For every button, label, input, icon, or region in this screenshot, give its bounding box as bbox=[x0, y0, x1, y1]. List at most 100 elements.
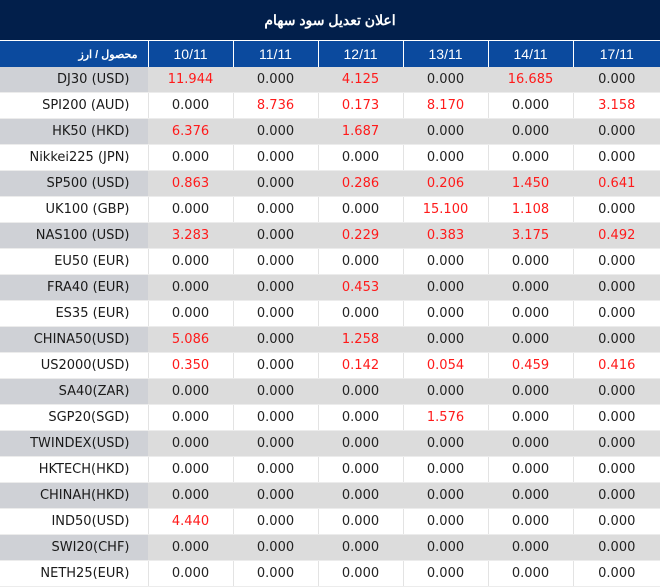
value-cell: 0.000 bbox=[487, 300, 573, 327]
table-row: EU50 (EUR) 0.000 0.000 0.000 0.000 0.000 0.000 bbox=[0, 248, 660, 275]
product-cell: ES35 (EUR) bbox=[0, 300, 148, 327]
value-cell: 1.258 bbox=[317, 326, 403, 353]
value-cell: 0.000 bbox=[232, 352, 318, 379]
value-cell: 0.000 bbox=[317, 144, 403, 171]
value-cell: 0.000 bbox=[572, 326, 660, 353]
value-cell: 0.000 bbox=[317, 378, 403, 405]
value-cell: 0.000 bbox=[487, 274, 573, 301]
value-cell: 0.000 bbox=[147, 378, 233, 405]
value-cell: 0.000 bbox=[317, 248, 403, 275]
dividend-table: محصول / ارز 10/11 11/11 12/11 13/11 14/1… bbox=[0, 40, 660, 587]
value-cell: 0.000 bbox=[402, 274, 488, 301]
value-cell: 0.000 bbox=[232, 67, 318, 93]
value-cell: 0.000 bbox=[402, 378, 488, 405]
product-cell: SP500 (USD) bbox=[0, 170, 148, 197]
header-date: 14/11 bbox=[487, 40, 573, 67]
value-cell: 0.459 bbox=[487, 352, 573, 379]
value-cell: 0.000 bbox=[487, 404, 573, 431]
value-cell: 3.175 bbox=[487, 222, 573, 249]
value-cell: 0.000 bbox=[232, 534, 318, 561]
value-cell: 0.000 bbox=[317, 508, 403, 535]
value-cell: 0.000 bbox=[232, 274, 318, 301]
value-cell: 0.641 bbox=[572, 170, 660, 197]
header-date: 12/11 bbox=[317, 40, 403, 67]
value-cell: 1.687 bbox=[317, 118, 403, 145]
value-cell: 0.000 bbox=[232, 430, 318, 457]
value-cell: 8.736 bbox=[232, 92, 318, 119]
table-row: ES35 (EUR) 0.000 0.000 0.000 0.000 0.000 0.000 bbox=[0, 300, 660, 327]
value-cell: 0.000 bbox=[572, 560, 660, 587]
value-cell: 0.000 bbox=[487, 430, 573, 457]
product-cell: TWINDEX(USD) bbox=[0, 430, 148, 457]
value-cell: 0.000 bbox=[147, 248, 233, 275]
value-cell: 0.000 bbox=[232, 404, 318, 431]
table-row: FRA40 (EUR) 0.000 0.000 0.453 0.000 0.000 0.00… bbox=[0, 274, 660, 301]
table-row: SPI200 (AUD) 0.000 8.736 0.173 8.170 0.000 3.1… bbox=[0, 92, 660, 119]
value-cell: 0.000 bbox=[487, 248, 573, 275]
value-cell: 0.000 bbox=[402, 67, 488, 93]
table-row: SGP20(SGD) 0.000 0.000 0.000 1.576 0.000 0.000 bbox=[0, 404, 660, 431]
value-cell: 0.000 bbox=[402, 482, 488, 509]
value-cell: 0.000 bbox=[232, 222, 318, 249]
value-cell: 0.000 bbox=[402, 534, 488, 561]
value-cell: 0.000 bbox=[147, 274, 233, 301]
value-cell: 0.000 bbox=[402, 560, 488, 587]
value-cell: 0.492 bbox=[572, 222, 660, 249]
table-row: HKTECH(HKD) 0.000 0.000 0.000 0.000 0.000 0.00… bbox=[0, 456, 660, 483]
value-cell: 0.000 bbox=[232, 196, 318, 223]
table-body: DJ30 (USD) 11.944 0.000 4.125 0.000 16.685 0.0… bbox=[0, 67, 660, 587]
value-cell: 0.000 bbox=[572, 144, 660, 171]
value-cell: 0.000 bbox=[232, 508, 318, 535]
value-cell: 0.000 bbox=[487, 534, 573, 561]
value-cell: 0.000 bbox=[317, 560, 403, 587]
value-cell: 0.000 bbox=[402, 508, 488, 535]
table-row: DJ30 (USD) 11.944 0.000 4.125 0.000 16.685 0.0… bbox=[0, 67, 660, 93]
value-cell: 15.100 bbox=[402, 196, 488, 223]
product-cell: NETH25(EUR) bbox=[0, 560, 148, 587]
value-cell: 0.000 bbox=[487, 118, 573, 145]
value-cell: 5.086 bbox=[147, 326, 233, 353]
value-cell: 0.000 bbox=[317, 430, 403, 457]
header-row: محصول / ارز 10/11 11/11 12/11 13/11 14/1… bbox=[0, 40, 660, 67]
product-cell: IND50(USD) bbox=[0, 508, 148, 535]
value-cell: 0.142 bbox=[317, 352, 403, 379]
value-cell: 0.000 bbox=[487, 482, 573, 509]
value-cell: 0.000 bbox=[147, 482, 233, 509]
value-cell: 0.000 bbox=[147, 144, 233, 171]
value-cell: 16.685 bbox=[487, 67, 573, 93]
value-cell: 0.000 bbox=[232, 560, 318, 587]
value-cell: 0.863 bbox=[147, 170, 233, 197]
value-cell: 0.000 bbox=[232, 118, 318, 145]
header-product: محصول / ارز bbox=[0, 40, 148, 67]
value-cell: 0.000 bbox=[147, 430, 233, 457]
value-cell: 0.000 bbox=[572, 67, 660, 93]
value-cell: 0.000 bbox=[572, 248, 660, 275]
product-cell: EU50 (EUR) bbox=[0, 248, 148, 275]
value-cell: 3.158 bbox=[572, 92, 660, 119]
header-date: 13/11 bbox=[402, 40, 488, 67]
value-cell: 0.000 bbox=[232, 378, 318, 405]
table-title: اعلان تعدیل سود سهام bbox=[0, 0, 660, 40]
product-cell: DJ30 (USD) bbox=[0, 67, 148, 93]
value-cell: 0.000 bbox=[487, 456, 573, 483]
value-cell: 0.000 bbox=[147, 404, 233, 431]
value-cell: 4.440 bbox=[147, 508, 233, 535]
table-row: SP500 (USD) 0.863 0.000 0.286 0.206 1.450 0.64… bbox=[0, 170, 660, 197]
value-cell: 0.000 bbox=[317, 534, 403, 561]
value-cell: 8.170 bbox=[402, 92, 488, 119]
value-cell: 0.000 bbox=[487, 326, 573, 353]
product-cell: Nikkei225 (JPN) bbox=[0, 144, 148, 171]
value-cell: 11.944 bbox=[147, 67, 233, 93]
header-date: 10/11 bbox=[147, 40, 233, 67]
value-cell: 0.000 bbox=[317, 482, 403, 509]
value-cell: 0.000 bbox=[402, 326, 488, 353]
table-row: HK50 (HKD) 6.376 0.000 1.687 0.000 0.000 0.000 bbox=[0, 118, 660, 145]
value-cell: 0.000 bbox=[402, 430, 488, 457]
value-cell: 0.000 bbox=[487, 508, 573, 535]
table-row: NAS100 (USD) 3.283 0.000 0.229 0.383 3.175 0.4… bbox=[0, 222, 660, 249]
table-row: Nikkei225 (JPN) 0.000 0.000 0.000 0.000 0.000… bbox=[0, 144, 660, 171]
table-row: CHINA50(USD) 5.086 0.000 1.258 0.000 0.000 0.0… bbox=[0, 326, 660, 353]
value-cell: 0.173 bbox=[317, 92, 403, 119]
value-cell: 0.000 bbox=[317, 196, 403, 223]
